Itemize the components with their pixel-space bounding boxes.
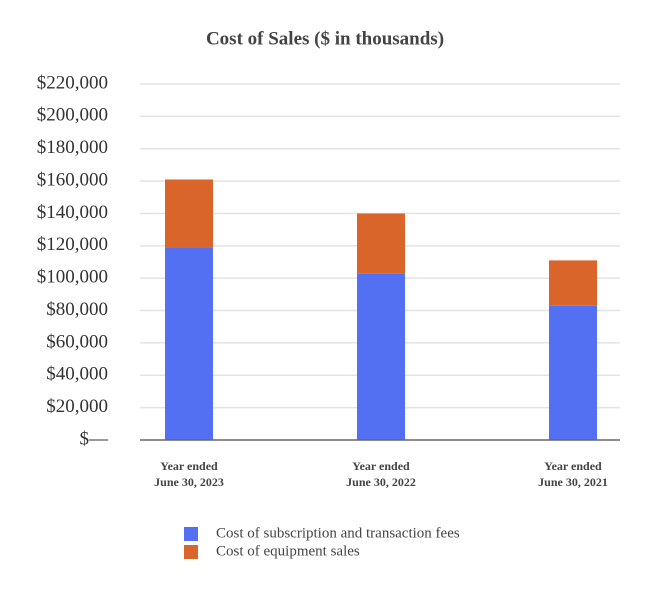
bar-segment <box>165 179 213 248</box>
legend-label: Cost of subscription and transaction fee… <box>216 525 460 541</box>
legend-swatch <box>184 527 198 541</box>
x-tick-label-line: Year ended <box>352 459 410 473</box>
legend-swatch <box>184 545 198 559</box>
y-tick-label: $120,000 <box>37 234 108 255</box>
y-tick-label: $220,000 <box>37 72 108 93</box>
y-tick-label: $— <box>80 428 110 449</box>
y-tick-label: $140,000 <box>37 202 108 223</box>
x-tick-label-line: June 30, 2022 <box>346 475 416 489</box>
y-tick-label: $40,000 <box>46 364 108 385</box>
x-tick-label-line: Year ended <box>544 459 602 473</box>
y-tick-label: $80,000 <box>46 299 108 320</box>
bar-segment <box>549 260 597 306</box>
legend-label: Cost of equipment sales <box>216 543 360 559</box>
x-tick-label: Year ended June 30, 2021 <box>538 459 608 489</box>
bar-segment <box>549 305 597 440</box>
y-tick-label: $200,000 <box>37 105 108 126</box>
chart-title: Cost of Sales ($ in thousands) <box>206 28 444 49</box>
x-tick-label-line: Year ended <box>160 459 218 473</box>
x-tick-label-line: June 30, 2023 <box>154 475 224 489</box>
y-tick-label: $180,000 <box>37 137 108 158</box>
y-tick-label: $100,000 <box>37 267 108 288</box>
x-tick-label-line: June 30, 2021 <box>538 475 608 489</box>
x-tick-label: Year ended June 30, 2023 <box>154 459 224 489</box>
bar-segment <box>357 273 405 440</box>
bar-segment <box>165 247 213 440</box>
y-tick-label: $160,000 <box>37 169 108 190</box>
x-tick-label: Year ended June 30, 2022 <box>346 459 416 489</box>
bar-segment <box>357 213 405 274</box>
y-tick-label: $20,000 <box>46 396 108 417</box>
y-tick-label: $60,000 <box>46 331 108 352</box>
